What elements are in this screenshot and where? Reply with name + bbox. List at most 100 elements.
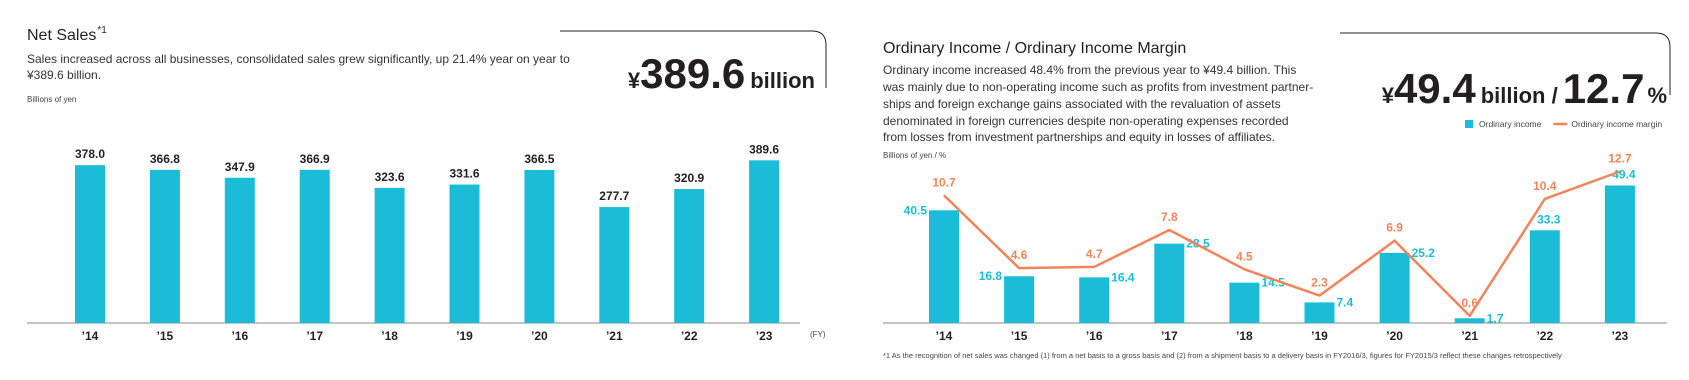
value-label: 347.9 (225, 160, 255, 174)
bar (1004, 276, 1035, 323)
x-tick-label: ’14 (936, 329, 953, 343)
value-label: 366.8 (150, 152, 180, 166)
bar (749, 160, 780, 323)
bar (1079, 277, 1110, 323)
x-tick-label: ’22 (681, 329, 698, 343)
bar (374, 187, 405, 323)
bar (1304, 302, 1335, 323)
value-label: 0.6 (1461, 296, 1478, 310)
x-tick-label: ’17 (306, 329, 323, 343)
value-label: 33.3 (1537, 212, 1561, 226)
x-tick-label: ’19 (456, 329, 473, 343)
panel-frame (1340, 32, 1671, 95)
description: ships and foreign exchange gains associa… (883, 97, 1281, 111)
value-label: 40.5 (904, 203, 928, 217)
bar (1454, 318, 1485, 323)
bar (224, 177, 255, 323)
description: Ordinary income increased 48.4% from the… (883, 63, 1296, 77)
headline-value: 12.7 (1563, 65, 1645, 112)
bar (1379, 252, 1410, 323)
x-tick-label: ’15 (157, 329, 174, 343)
bar (599, 207, 630, 323)
value-label: 366.5 (524, 152, 554, 166)
value-label: 1.7 (1487, 311, 1504, 325)
bar (449, 184, 480, 323)
x-tick-label: ’14 (82, 329, 99, 343)
headline-part: billion / (1481, 83, 1558, 108)
value-label: 7.4 (1337, 295, 1354, 309)
description: from losses from investment partnerships… (883, 130, 1275, 144)
title-note: *1 (97, 25, 107, 36)
headline-value: 49.4 (1394, 65, 1476, 112)
bar (1229, 282, 1260, 323)
bar (149, 169, 180, 323)
value-label: 2.3 (1311, 276, 1328, 290)
headline: ¥49.4 billion /12.7% (1382, 65, 1667, 112)
value-label: 366.9 (300, 152, 330, 166)
x-tick-label: ’17 (1161, 329, 1178, 343)
value-label: 320.9 (674, 171, 704, 185)
value-label: 7.8 (1161, 210, 1178, 224)
legend-label: Ordinary income (1479, 119, 1542, 129)
bar (524, 169, 555, 323)
value-label: 49.4 (1612, 168, 1636, 182)
value-label: 4.7 (1086, 247, 1103, 261)
legend-swatch (1465, 120, 1473, 128)
value-label: 323.6 (375, 170, 405, 184)
value-label: 331.6 (449, 167, 479, 181)
value-label: 12.7 (1608, 152, 1632, 166)
description: Sales increased across all businesses, c… (27, 52, 570, 66)
description: denominated in foreign currencies despit… (883, 114, 1289, 128)
x-tick-label: ’23 (1612, 329, 1629, 343)
value-label: 277.7 (599, 189, 629, 203)
chart-title: Net Sales (27, 27, 96, 44)
footnote: *1 As the recognition of net sales was c… (883, 351, 1562, 360)
y-axis-label: Billions of yen / % (883, 151, 946, 160)
value-label: 4.6 (1011, 248, 1028, 262)
bar (299, 169, 330, 323)
description: was mainly due to non-operating income s… (882, 80, 1313, 94)
bar (1154, 243, 1185, 323)
headline-part: % (1647, 83, 1667, 108)
x-tick-label: ’21 (1461, 329, 1478, 343)
value-label: 14.5 (1261, 276, 1285, 290)
x-tick-label: ’20 (1386, 329, 1403, 343)
chart-title: Ordinary Income / Ordinary Income Margin (883, 40, 1186, 57)
x-tick-label: ’18 (1236, 329, 1253, 343)
x-tick-label: ’15 (1011, 329, 1028, 343)
x-tick-label: ’23 (756, 329, 773, 343)
x-tick-label: ’22 (1536, 329, 1553, 343)
x-tick-label: ’19 (1311, 329, 1328, 343)
headline-value: 389.6 (640, 50, 745, 97)
description: ¥389.6 billion. (26, 68, 101, 82)
x-tick-label: ’16 (1086, 329, 1103, 343)
x-tick-label: ’20 (531, 329, 548, 343)
x-axis-label: (FY) (810, 330, 826, 339)
y-axis-label: Billions of yen (27, 95, 76, 104)
line (943, 170, 1621, 318)
x-tick-label: ’18 (381, 329, 398, 343)
value-label: 4.5 (1236, 249, 1253, 263)
value-label: 10.7 (932, 175, 956, 189)
panel-frame (560, 30, 827, 88)
value-label: 10.4 (1533, 179, 1557, 193)
value-label: 25.2 (1412, 246, 1436, 260)
headline-part: ¥ (628, 68, 641, 93)
bar (929, 210, 959, 323)
headline-part: billion (750, 68, 815, 93)
value-label: 389.6 (749, 142, 779, 156)
value-label: 378.0 (75, 147, 105, 161)
x-tick-label: ’21 (606, 329, 623, 343)
headline-part: ¥ (1382, 83, 1395, 108)
value-label: 16.4 (1111, 270, 1135, 284)
legend-label: Ordinary income margin (1571, 119, 1662, 129)
bar (1529, 230, 1560, 323)
headline: ¥389.6 billion (628, 50, 815, 97)
value-label: 6.9 (1386, 221, 1403, 235)
value-label: 16.8 (979, 269, 1003, 283)
x-tick-label: ’16 (231, 329, 248, 343)
bar (674, 189, 705, 323)
bar (1604, 185, 1635, 323)
